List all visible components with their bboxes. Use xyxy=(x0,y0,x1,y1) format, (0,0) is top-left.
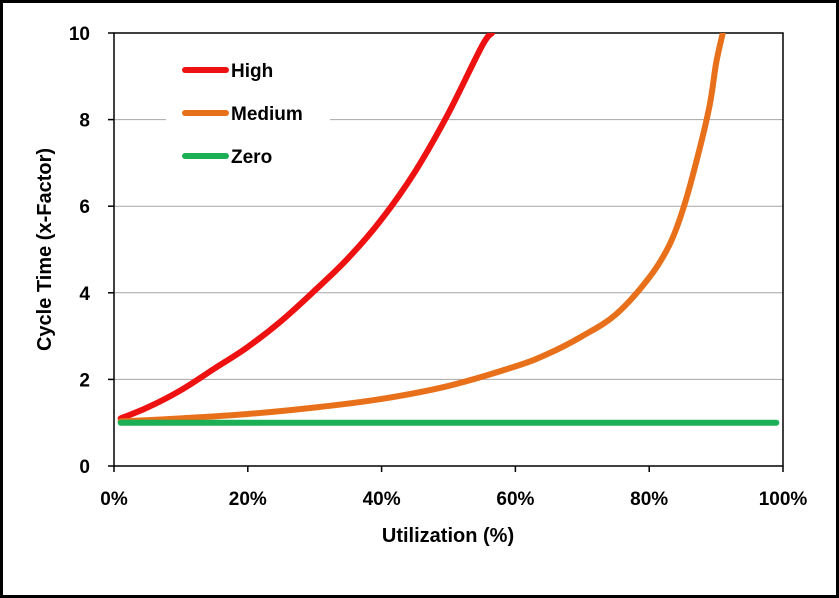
y-tick-label-1: 2 xyxy=(79,370,90,391)
x-tick-label-4: 80% xyxy=(630,489,668,510)
x-tick-label-2: 40% xyxy=(363,489,401,510)
plot-area-border xyxy=(113,32,784,467)
y-tick-label-2: 4 xyxy=(79,284,90,305)
series-line-high xyxy=(117,33,495,422)
x-tick-label-0: 0% xyxy=(100,489,128,510)
series-line-medium xyxy=(117,33,726,425)
legend-label-zero: Zero xyxy=(231,147,272,168)
gridlines xyxy=(114,119,783,380)
x-tick-label-5: 100% xyxy=(759,489,808,510)
legend-label-medium: Medium xyxy=(231,104,303,125)
legend: High Medium Zero xyxy=(166,52,330,180)
y-tick-label-3: 6 xyxy=(79,197,90,218)
x-axis-ticks: 0% 20% 40% 60% 80% 100% xyxy=(100,466,807,510)
x-tick-label-1: 20% xyxy=(229,489,267,510)
x-axis-title: Utilization (%) xyxy=(382,525,514,547)
y-tick-label-5: 10 xyxy=(69,24,90,45)
x-tick-label-3: 60% xyxy=(496,489,534,510)
y-axis-ticks: 0 2 4 6 8 10 xyxy=(69,24,114,478)
y-axis-title: Cycle Time (x-Factor) xyxy=(34,148,56,351)
y-tick-label-0: 0 xyxy=(79,457,90,478)
y-tick-label-4: 8 xyxy=(79,111,90,132)
series-lines xyxy=(117,33,780,426)
legend-label-high: High xyxy=(231,61,273,82)
